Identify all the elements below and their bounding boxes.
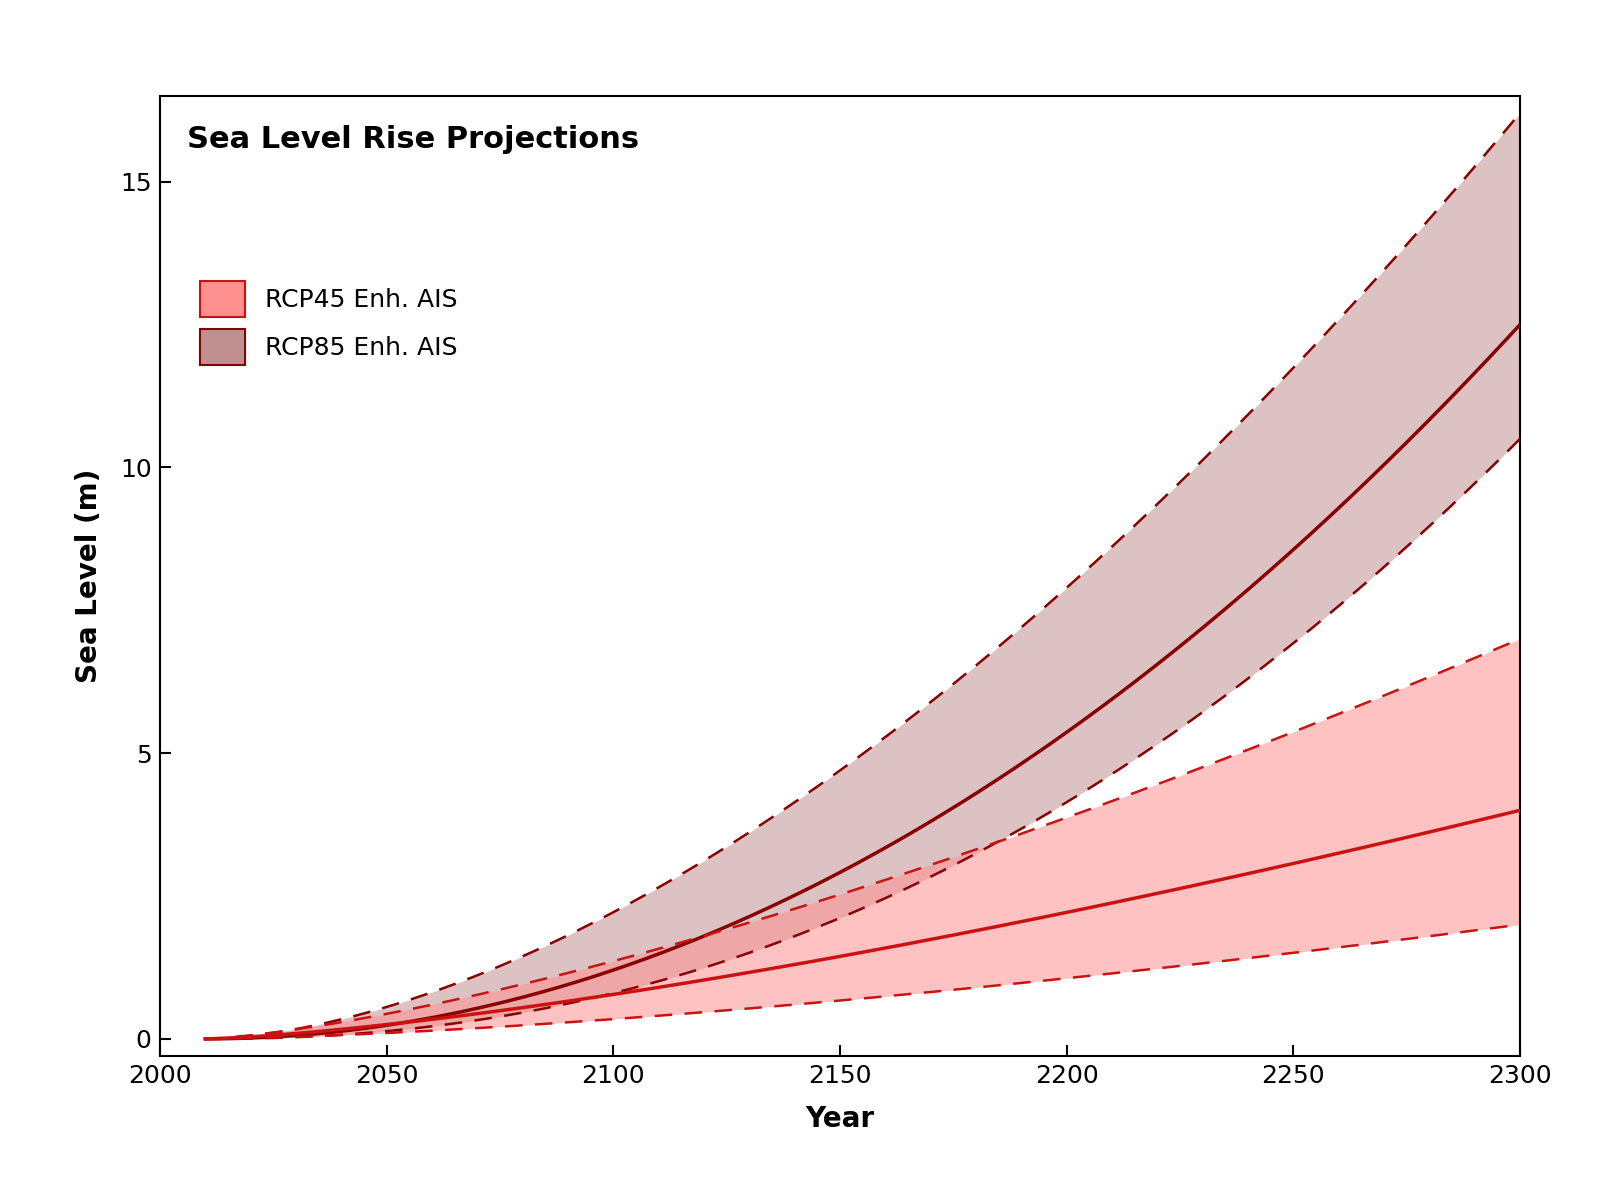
Y-axis label: Sea Level (m): Sea Level (m)	[75, 469, 104, 683]
Text: Sea Level Rise Projections: Sea Level Rise Projections	[187, 125, 640, 154]
Legend: RCP45 Enh. AIS, RCP85 Enh. AIS: RCP45 Enh. AIS, RCP85 Enh. AIS	[200, 281, 458, 365]
X-axis label: Year: Year	[805, 1105, 875, 1133]
